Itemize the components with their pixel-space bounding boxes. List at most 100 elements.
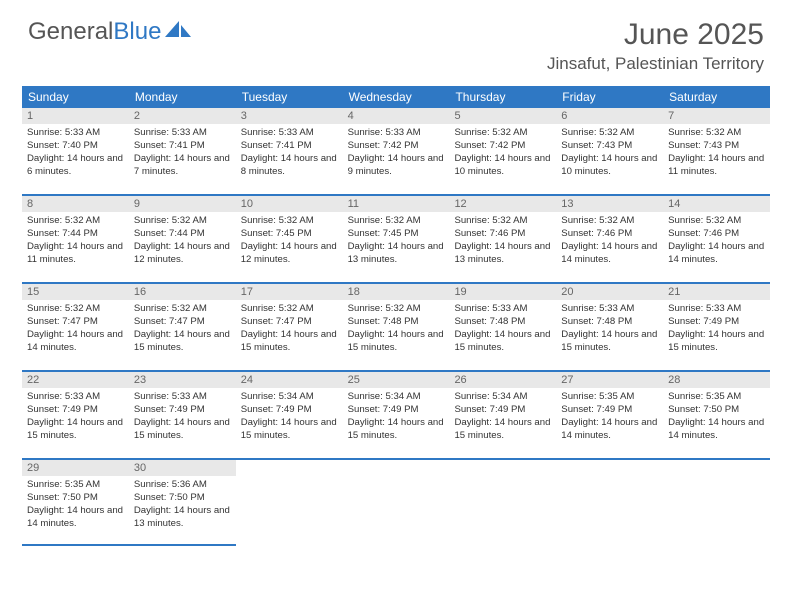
sunset-line: Sunset: 7:43 PM <box>668 140 765 153</box>
page-header: GeneralBlue June 2025 Jinsafut, Palestin… <box>0 0 792 78</box>
empty-cell <box>663 460 770 546</box>
sunset-line: Sunset: 7:46 PM <box>561 228 658 241</box>
day-cell: 18Sunrise: 5:32 AMSunset: 7:48 PMDayligh… <box>343 284 450 370</box>
daylight-line: Daylight: 14 hours and 14 minutes. <box>27 505 124 531</box>
day-body: Sunrise: 5:34 AMSunset: 7:49 PMDaylight:… <box>236 388 343 446</box>
day-header-row: SundayMondayTuesdayWednesdayThursdayFrid… <box>22 86 770 108</box>
sunset-line: Sunset: 7:50 PM <box>134 492 231 505</box>
day-cell: 22Sunrise: 5:33 AMSunset: 7:49 PMDayligh… <box>22 372 129 458</box>
daylight-line: Daylight: 14 hours and 11 minutes. <box>27 241 124 267</box>
sunset-line: Sunset: 7:49 PM <box>668 316 765 329</box>
sunrise-line: Sunrise: 5:33 AM <box>668 303 765 316</box>
sunset-line: Sunset: 7:49 PM <box>348 404 445 417</box>
empty-cell <box>449 460 556 546</box>
day-number: 27 <box>556 372 663 388</box>
day-cell: 13Sunrise: 5:32 AMSunset: 7:46 PMDayligh… <box>556 196 663 282</box>
sunset-line: Sunset: 7:46 PM <box>668 228 765 241</box>
day-header: Tuesday <box>236 86 343 108</box>
day-header: Wednesday <box>343 86 450 108</box>
day-cell: 24Sunrise: 5:34 AMSunset: 7:49 PMDayligh… <box>236 372 343 458</box>
day-number: 24 <box>236 372 343 388</box>
sunrise-line: Sunrise: 5:32 AM <box>348 303 445 316</box>
day-cell: 19Sunrise: 5:33 AMSunset: 7:48 PMDayligh… <box>449 284 556 370</box>
day-body: Sunrise: 5:32 AMSunset: 7:46 PMDaylight:… <box>556 212 663 270</box>
sunrise-line: Sunrise: 5:32 AM <box>668 127 765 140</box>
sunset-line: Sunset: 7:47 PM <box>27 316 124 329</box>
day-cell: 30Sunrise: 5:36 AMSunset: 7:50 PMDayligh… <box>129 460 236 546</box>
sunrise-line: Sunrise: 5:32 AM <box>561 127 658 140</box>
day-cell: 4Sunrise: 5:33 AMSunset: 7:42 PMDaylight… <box>343 108 450 194</box>
sunrise-line: Sunrise: 5:32 AM <box>561 215 658 228</box>
sunrise-line: Sunrise: 5:32 AM <box>241 303 338 316</box>
day-body: Sunrise: 5:33 AMSunset: 7:41 PMDaylight:… <box>236 124 343 182</box>
sunrise-line: Sunrise: 5:35 AM <box>668 391 765 404</box>
sunrise-line: Sunrise: 5:32 AM <box>134 215 231 228</box>
sunset-line: Sunset: 7:44 PM <box>134 228 231 241</box>
day-number: 8 <box>22 196 129 212</box>
sunset-line: Sunset: 7:45 PM <box>348 228 445 241</box>
day-body: Sunrise: 5:32 AMSunset: 7:45 PMDaylight:… <box>236 212 343 270</box>
weeks-container: 1Sunrise: 5:33 AMSunset: 7:40 PMDaylight… <box>22 108 770 546</box>
sunrise-line: Sunrise: 5:36 AM <box>134 479 231 492</box>
day-body: Sunrise: 5:35 AMSunset: 7:49 PMDaylight:… <box>556 388 663 446</box>
sunrise-line: Sunrise: 5:35 AM <box>27 479 124 492</box>
sunrise-line: Sunrise: 5:32 AM <box>134 303 231 316</box>
sunrise-line: Sunrise: 5:32 AM <box>348 215 445 228</box>
day-number: 26 <box>449 372 556 388</box>
day-number: 6 <box>556 108 663 124</box>
daylight-line: Daylight: 14 hours and 10 minutes. <box>561 153 658 179</box>
day-body: Sunrise: 5:36 AMSunset: 7:50 PMDaylight:… <box>129 476 236 534</box>
day-cell: 1Sunrise: 5:33 AMSunset: 7:40 PMDaylight… <box>22 108 129 194</box>
day-cell: 23Sunrise: 5:33 AMSunset: 7:49 PMDayligh… <box>129 372 236 458</box>
day-body: Sunrise: 5:35 AMSunset: 7:50 PMDaylight:… <box>663 388 770 446</box>
day-cell: 7Sunrise: 5:32 AMSunset: 7:43 PMDaylight… <box>663 108 770 194</box>
day-cell: 21Sunrise: 5:33 AMSunset: 7:49 PMDayligh… <box>663 284 770 370</box>
day-cell: 2Sunrise: 5:33 AMSunset: 7:41 PMDaylight… <box>129 108 236 194</box>
daylight-line: Daylight: 14 hours and 14 minutes. <box>668 241 765 267</box>
day-body: Sunrise: 5:32 AMSunset: 7:47 PMDaylight:… <box>236 300 343 358</box>
day-body: Sunrise: 5:32 AMSunset: 7:45 PMDaylight:… <box>343 212 450 270</box>
day-cell: 27Sunrise: 5:35 AMSunset: 7:49 PMDayligh… <box>556 372 663 458</box>
sunset-line: Sunset: 7:43 PM <box>561 140 658 153</box>
sunset-line: Sunset: 7:50 PM <box>27 492 124 505</box>
sunset-line: Sunset: 7:44 PM <box>27 228 124 241</box>
day-body: Sunrise: 5:32 AMSunset: 7:46 PMDaylight:… <box>663 212 770 270</box>
week-row: 29Sunrise: 5:35 AMSunset: 7:50 PMDayligh… <box>22 460 770 546</box>
sunset-line: Sunset: 7:49 PM <box>561 404 658 417</box>
sunrise-line: Sunrise: 5:33 AM <box>454 303 551 316</box>
sunrise-line: Sunrise: 5:32 AM <box>454 215 551 228</box>
daylight-line: Daylight: 14 hours and 8 minutes. <box>241 153 338 179</box>
daylight-line: Daylight: 14 hours and 15 minutes. <box>241 329 338 355</box>
sunrise-line: Sunrise: 5:33 AM <box>27 391 124 404</box>
daylight-line: Daylight: 14 hours and 15 minutes. <box>134 329 231 355</box>
sunset-line: Sunset: 7:48 PM <box>454 316 551 329</box>
day-cell: 29Sunrise: 5:35 AMSunset: 7:50 PMDayligh… <box>22 460 129 546</box>
sunrise-line: Sunrise: 5:32 AM <box>454 127 551 140</box>
day-body: Sunrise: 5:32 AMSunset: 7:42 PMDaylight:… <box>449 124 556 182</box>
day-body: Sunrise: 5:33 AMSunset: 7:40 PMDaylight:… <box>22 124 129 182</box>
daylight-line: Daylight: 14 hours and 7 minutes. <box>134 153 231 179</box>
calendar-grid: SundayMondayTuesdayWednesdayThursdayFrid… <box>22 86 770 546</box>
daylight-line: Daylight: 14 hours and 15 minutes. <box>454 417 551 443</box>
day-number: 12 <box>449 196 556 212</box>
day-body: Sunrise: 5:32 AMSunset: 7:47 PMDaylight:… <box>22 300 129 358</box>
day-number: 18 <box>343 284 450 300</box>
empty-cell <box>343 460 450 546</box>
week-row: 8Sunrise: 5:32 AMSunset: 7:44 PMDaylight… <box>22 196 770 284</box>
week-row: 15Sunrise: 5:32 AMSunset: 7:47 PMDayligh… <box>22 284 770 372</box>
day-number: 11 <box>343 196 450 212</box>
day-number: 23 <box>129 372 236 388</box>
sunset-line: Sunset: 7:49 PM <box>27 404 124 417</box>
day-cell: 10Sunrise: 5:32 AMSunset: 7:45 PMDayligh… <box>236 196 343 282</box>
empty-cell <box>236 460 343 546</box>
day-body: Sunrise: 5:33 AMSunset: 7:41 PMDaylight:… <box>129 124 236 182</box>
day-number: 9 <box>129 196 236 212</box>
month-title: June 2025 <box>547 18 764 52</box>
day-number: 22 <box>22 372 129 388</box>
daylight-line: Daylight: 14 hours and 15 minutes. <box>348 329 445 355</box>
day-number: 15 <box>22 284 129 300</box>
day-body: Sunrise: 5:33 AMSunset: 7:48 PMDaylight:… <box>449 300 556 358</box>
day-cell: 6 Sunrise: 5:32 AMSunset: 7:43 PMDaylight… <box>556 108 663 194</box>
sunset-line: Sunset: 7:41 PM <box>241 140 338 153</box>
day-cell: 14Sunrise: 5:32 AMSunset: 7:46 PMDayligh… <box>663 196 770 282</box>
